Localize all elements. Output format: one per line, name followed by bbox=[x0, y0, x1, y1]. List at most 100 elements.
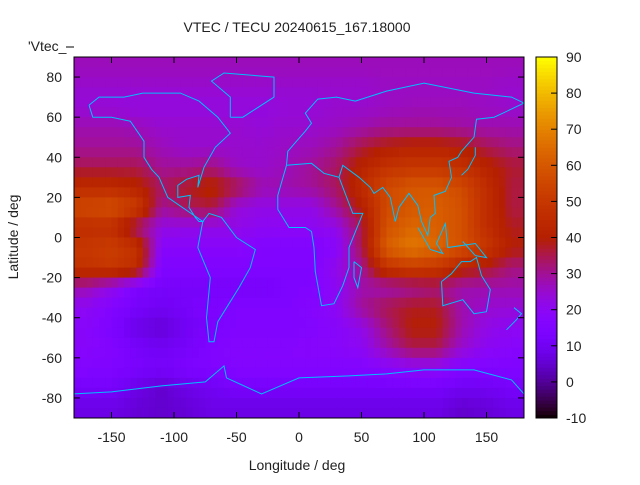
heatmap-cell bbox=[286, 407, 294, 419]
colorbar-tick-label: 60 bbox=[566, 157, 582, 173]
y-tick-label: 0 bbox=[54, 230, 62, 246]
heatmap-cell bbox=[449, 107, 456, 118]
heatmap-cell bbox=[236, 127, 244, 138]
heatmap-cell bbox=[142, 327, 150, 339]
heatmap-cell bbox=[217, 287, 225, 299]
heatmap-cell bbox=[455, 87, 462, 98]
heatmap-cell bbox=[405, 347, 412, 359]
heatmap-cell bbox=[174, 347, 181, 359]
heatmap-cell bbox=[492, 57, 500, 68]
heatmap-cell bbox=[486, 157, 494, 168]
heatmap-cell bbox=[411, 87, 419, 98]
heatmap-cell bbox=[174, 387, 181, 399]
heatmap-cell bbox=[292, 147, 300, 158]
heatmap-cell bbox=[80, 77, 87, 88]
heatmap-cell bbox=[492, 287, 500, 299]
heatmap-cell bbox=[367, 167, 375, 178]
heatmap-cell bbox=[442, 107, 450, 118]
heatmap-cell bbox=[361, 297, 369, 309]
heatmap-cell bbox=[399, 257, 406, 269]
heatmap-cell bbox=[361, 147, 369, 158]
heatmap-cell bbox=[86, 277, 94, 289]
heatmap-cell bbox=[499, 407, 506, 419]
heatmap-cell bbox=[511, 367, 519, 379]
heatmap-cell bbox=[149, 357, 156, 369]
heatmap-cell bbox=[374, 397, 381, 409]
heatmap-cell bbox=[136, 107, 144, 118]
heatmap-cell bbox=[105, 297, 112, 309]
heatmap-cell bbox=[130, 197, 137, 208]
heatmap-cell bbox=[330, 297, 337, 309]
heatmap-cell bbox=[349, 277, 356, 289]
colorbar-segment bbox=[536, 345, 557, 350]
heatmap-cell bbox=[392, 397, 400, 409]
coastline bbox=[286, 82, 525, 166]
heatmap-cell bbox=[230, 67, 237, 78]
heatmap-cell bbox=[424, 187, 431, 198]
heatmap-cell bbox=[342, 297, 350, 309]
heatmap-cell bbox=[236, 77, 244, 88]
heatmap-cell bbox=[349, 227, 356, 238]
heatmap-cell bbox=[317, 267, 325, 279]
heatmap-cell bbox=[330, 107, 337, 118]
heatmap-cell bbox=[280, 337, 287, 349]
heatmap-cell bbox=[205, 407, 212, 419]
heatmap-cell bbox=[199, 357, 206, 369]
heatmap-cell bbox=[486, 407, 494, 419]
heatmap-cell bbox=[142, 167, 150, 178]
heatmap-cell bbox=[74, 377, 81, 389]
heatmap-cell bbox=[142, 207, 150, 218]
heatmap-cell bbox=[117, 407, 125, 419]
heatmap-cell bbox=[180, 227, 187, 238]
heatmap-cell bbox=[217, 387, 225, 399]
heatmap-cell bbox=[180, 57, 187, 68]
heatmap-cell bbox=[136, 317, 144, 329]
heatmap-cell bbox=[330, 287, 337, 299]
heatmap-cell bbox=[330, 117, 337, 128]
colorbar-tick-label: -10 bbox=[566, 410, 586, 426]
heatmap-cell bbox=[499, 337, 506, 349]
heatmap-cell bbox=[374, 117, 381, 128]
heatmap-cell bbox=[374, 177, 381, 188]
heatmap-cell bbox=[486, 387, 494, 399]
heatmap-cell bbox=[186, 67, 194, 78]
heatmap-cell bbox=[80, 237, 87, 249]
heatmap-cell bbox=[180, 347, 187, 359]
heatmap-cell bbox=[367, 147, 375, 158]
heatmap-cell bbox=[374, 257, 381, 269]
heatmap-cell bbox=[180, 267, 187, 279]
heatmap-cell bbox=[480, 107, 487, 118]
heatmap-cell bbox=[405, 67, 412, 78]
heatmap-cell bbox=[274, 67, 281, 78]
heatmap-cell bbox=[374, 67, 381, 78]
heatmap-cell bbox=[317, 97, 325, 108]
heatmap-cell bbox=[261, 307, 269, 319]
heatmap-cell bbox=[174, 277, 181, 289]
heatmap-cell bbox=[511, 127, 519, 138]
heatmap-cell bbox=[467, 287, 475, 299]
heatmap-cell bbox=[436, 377, 444, 389]
heatmap-cell bbox=[217, 347, 225, 359]
heatmap-cell bbox=[224, 127, 231, 138]
heatmap-cell bbox=[517, 377, 525, 389]
heatmap-cell bbox=[461, 67, 469, 78]
heatmap-cell bbox=[74, 107, 81, 118]
heatmap-cell bbox=[430, 67, 437, 78]
heatmap-cell bbox=[324, 87, 331, 98]
heatmap-cell bbox=[149, 97, 156, 108]
heatmap-cell bbox=[111, 237, 119, 249]
heatmap-cell bbox=[480, 257, 487, 269]
heatmap-cell bbox=[286, 237, 294, 249]
heatmap-cell bbox=[480, 177, 487, 188]
heatmap-cell bbox=[449, 317, 456, 329]
heatmap-cell bbox=[292, 237, 300, 249]
heatmap-cell bbox=[336, 287, 344, 299]
heatmap-cell bbox=[111, 227, 119, 238]
heatmap-cell bbox=[280, 137, 287, 148]
heatmap-cell bbox=[505, 267, 512, 279]
heatmap-cell bbox=[305, 87, 312, 98]
heatmap-cell bbox=[449, 197, 456, 208]
heatmap-cell bbox=[130, 287, 137, 299]
heatmap-cell bbox=[424, 327, 431, 339]
heatmap-cell bbox=[230, 397, 237, 409]
